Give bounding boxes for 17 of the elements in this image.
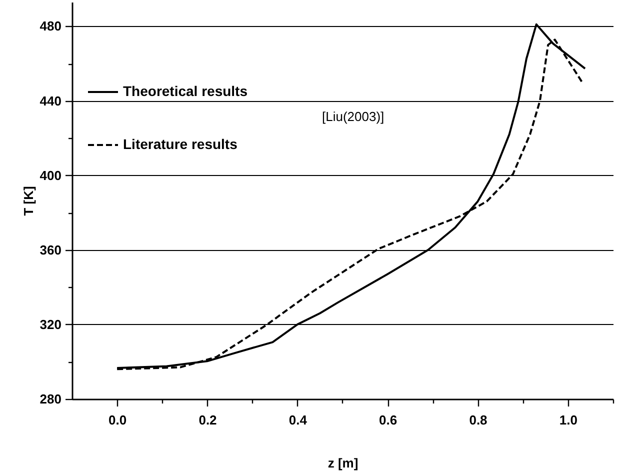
x-tick-label: 1.0 [559, 412, 578, 428]
y-tick-label: 480 [40, 18, 62, 34]
x-tick-label: 0.4 [288, 412, 308, 428]
x-tick-label: 0.6 [379, 412, 398, 428]
x-tick-label: 0.2 [198, 412, 217, 428]
x-tick-label: 0.0 [108, 412, 127, 428]
legend-label: Literature results [123, 136, 238, 152]
x-axis-title: z [m] [328, 456, 358, 470]
y-tick-label: 280 [40, 392, 62, 406]
x-tick-label: 0.8 [469, 412, 488, 428]
legend-label: Theoretical results [123, 83, 248, 99]
y-axis-title: T [K] [20, 186, 36, 216]
y-tick-label: 440 [40, 93, 62, 108]
annotation: [Liu(2003)] [322, 109, 384, 124]
y-tick-label: 320 [40, 316, 62, 332]
y-tick-label: 360 [40, 242, 62, 258]
y-tick-label: 400 [40, 168, 62, 183]
